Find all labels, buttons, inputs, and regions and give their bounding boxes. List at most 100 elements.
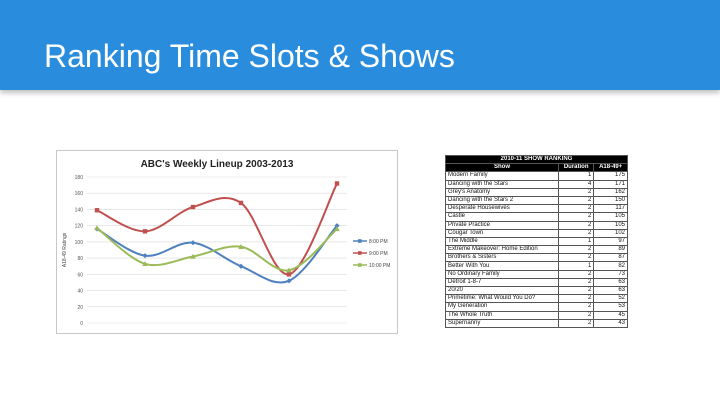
- line-chart: ABC's Weekly Lineup 2003-2013 A18-49 Rati…: [56, 150, 398, 334]
- data-point: [142, 229, 148, 234]
- cell-show: Private Practice: [445, 220, 559, 230]
- cell-rating: 89: [593, 245, 628, 255]
- cell-rating: 175: [593, 171, 628, 181]
- cell-duration: 2: [557, 245, 595, 255]
- legend-label: 9:00 PM: [369, 251, 388, 257]
- cell-duration: 4: [557, 179, 595, 189]
- cell-show: Detroit 1-8-7: [445, 277, 559, 288]
- cell-show: The Middle: [445, 236, 559, 247]
- y-tick-label: 160: [75, 191, 84, 197]
- table-row: The Whole Truth 2 45: [445, 310, 628, 320]
- series-line: [96, 227, 338, 272]
- cell-rating: 87: [593, 253, 628, 263]
- cell-rating: 63: [593, 277, 628, 288]
- table-row: Dancing with the Stars 2 2 150: [445, 195, 628, 206]
- cell-duration: 2: [557, 310, 595, 320]
- cell-duration: 2: [557, 220, 595, 230]
- table-caption: 2010-11 SHOW RANKING: [445, 154, 628, 165]
- cell-rating: 162: [593, 187, 628, 197]
- cell-show: Modern Family: [445, 171, 559, 181]
- data-point: [94, 225, 100, 231]
- table-row: Supernanny 2 43: [445, 318, 628, 328]
- legend-label: 8:00 PM: [369, 239, 388, 245]
- cell-rating: 73: [593, 269, 628, 279]
- y-tick-label: 0: [80, 321, 83, 327]
- legend-marker: [358, 263, 362, 267]
- cell-duration: 2: [557, 302, 595, 312]
- cell-duration: 1: [557, 236, 595, 247]
- cell-duration: 2: [557, 204, 595, 214]
- cell-duration: 2: [557, 318, 595, 328]
- cell-duration: 2: [557, 253, 595, 263]
- table-row: 20/20 2 63: [445, 285, 628, 296]
- cell-rating: 150: [593, 195, 628, 206]
- y-tick-label: 80: [77, 256, 83, 262]
- table-row: Brothers & Sisters 2 87: [445, 253, 628, 263]
- data-point: [286, 272, 292, 277]
- cell-show: The Whole Truth: [445, 310, 559, 320]
- data-point: [94, 208, 100, 213]
- table-row: My Generation 2 53: [445, 302, 628, 312]
- cell-duration: 2: [557, 187, 595, 197]
- cell-duration: 2: [557, 212, 595, 222]
- cell-duration: 1: [557, 261, 595, 271]
- y-tick-label: 60: [77, 272, 83, 278]
- ranking-table: 2010-11 SHOW RANKING Show Duration A18-4…: [445, 154, 628, 328]
- cell-rating: 45: [593, 310, 628, 320]
- series-line: [96, 225, 338, 284]
- table-row: Desperate Housewives 2 117: [445, 204, 628, 214]
- legend-label: 10:00 PM: [369, 263, 390, 269]
- cell-show: Cougar Town: [445, 228, 559, 238]
- cell-rating: 63: [593, 285, 628, 296]
- y-tick-label: 40: [77, 289, 83, 295]
- cell-rating: 52: [593, 294, 628, 304]
- table-row: Grey's Anatomy 2 162: [445, 187, 628, 197]
- cell-duration: 2: [557, 277, 595, 288]
- cell-duration: 2: [557, 294, 595, 304]
- legend-marker: [358, 251, 362, 255]
- cell-show: My Generation: [445, 302, 559, 312]
- y-tick-label: 20: [77, 305, 83, 311]
- y-tick-label: 120: [75, 224, 84, 230]
- cell-show: Brothers & Sisters: [445, 253, 559, 263]
- cell-duration: 1: [557, 171, 595, 181]
- table-row: Private Practice 2 105: [445, 220, 628, 230]
- cell-show: Castle: [445, 212, 559, 222]
- table-row: The Middle 1 97: [445, 236, 628, 247]
- cell-show: Primetime: What Would You Do?: [445, 294, 559, 304]
- cell-rating: 97: [593, 236, 628, 247]
- cell-show: Better With You: [445, 261, 559, 271]
- cell-show: No Ordinary Family: [445, 269, 559, 279]
- y-tick-label: 180: [75, 175, 84, 181]
- cell-rating: 102: [593, 228, 628, 238]
- data-point: [334, 226, 340, 232]
- cell-rating: 105: [593, 220, 628, 230]
- table-caption-row: 2010-11 SHOW RANKING: [445, 154, 628, 165]
- cell-duration: 2: [557, 228, 595, 238]
- table-header-row: Show Duration A18-49+: [445, 163, 628, 173]
- header-rating: A18-49+: [593, 163, 628, 173]
- table-row: Dancing with the Stars 4 171: [445, 179, 628, 189]
- table-row: Castle 2 105: [445, 212, 628, 222]
- table-row: Modern Family 1 175: [445, 171, 628, 181]
- cell-duration: 2: [557, 269, 595, 279]
- cell-rating: 171: [593, 179, 628, 189]
- table-row: Extreme Makeover: Home Edition 2 89: [445, 245, 628, 255]
- data-point: [142, 253, 148, 259]
- cell-show: Dancing with the Stars: [445, 179, 559, 189]
- cell-show: Grey's Anatomy: [445, 187, 559, 197]
- header-duration: Duration: [557, 163, 595, 173]
- legend-marker: [358, 239, 362, 243]
- data-point: [238, 243, 244, 249]
- table-row: No Ordinary Family 2 73: [445, 269, 628, 279]
- data-point: [190, 253, 196, 259]
- cell-rating: 117: [593, 204, 628, 214]
- table-row: Detroit 1-8-7 2 63: [445, 277, 628, 288]
- cell-show: 20/20: [445, 285, 559, 296]
- y-axis-label: A18-49 Ratings: [62, 232, 68, 267]
- table-row: Primetime: What Would You Do? 2 52: [445, 294, 628, 304]
- header-show: Show: [445, 163, 559, 173]
- data-point: [286, 278, 292, 284]
- data-point: [286, 267, 292, 273]
- series-line: [96, 183, 338, 276]
